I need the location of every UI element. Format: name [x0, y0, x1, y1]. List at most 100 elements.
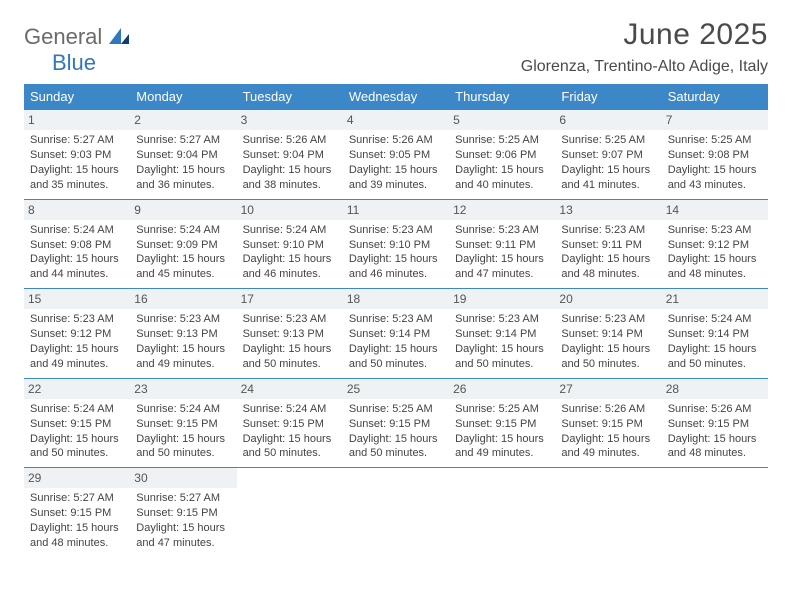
daylight-line: Daylight: 15 hours and 41 minutes. [561, 163, 655, 193]
day-number: 8 [24, 200, 130, 220]
logo-text: General Blue [24, 24, 129, 76]
daylight-line: Daylight: 15 hours and 36 minutes. [136, 163, 230, 193]
sunset-line: Sunset: 9:03 PM [30, 148, 124, 163]
sunrise-line: Sunrise: 5:23 AM [455, 312, 549, 327]
daylight-line: Daylight: 15 hours and 49 minutes. [561, 432, 655, 462]
calendar-day-cell: 28Sunrise: 5:26 AMSunset: 9:15 PMDayligh… [662, 378, 768, 468]
calendar-table: SundayMondayTuesdayWednesdayThursdayFrid… [24, 84, 768, 557]
daylight-line: Daylight: 15 hours and 50 minutes. [30, 432, 124, 462]
calendar-day-cell: 9 Sunrise: 5:24 AMSunset: 9:09 PMDaylight… [130, 199, 236, 289]
sunrise-line: Sunrise: 5:24 AM [30, 223, 124, 238]
calendar-day-cell: 25Sunrise: 5:25 AMSunset: 9:15 PMDayligh… [343, 378, 449, 468]
calendar-day-cell: 27Sunrise: 5:26 AMSunset: 9:15 PMDayligh… [555, 378, 661, 468]
sunset-line: Sunset: 9:08 PM [668, 148, 762, 163]
daylight-line: Daylight: 15 hours and 35 minutes. [30, 163, 124, 193]
daylight-line: Daylight: 15 hours and 45 minutes. [136, 252, 230, 282]
sunrise-line: Sunrise: 5:23 AM [455, 223, 549, 238]
day-details: Sunrise: 5:25 AMSunset: 9:07 PMDaylight:… [561, 133, 655, 192]
calendar-day-cell: 19Sunrise: 5:23 AMSunset: 9:14 PMDayligh… [449, 289, 555, 379]
calendar-day-cell: 17Sunrise: 5:23 AMSunset: 9:13 PMDayligh… [237, 289, 343, 379]
sunset-line: Sunset: 9:15 PM [349, 417, 443, 432]
daylight-line: Daylight: 15 hours and 47 minutes. [455, 252, 549, 282]
logo-word1: General [24, 24, 102, 49]
calendar-day-cell: 11Sunrise: 5:23 AMSunset: 9:10 PMDayligh… [343, 199, 449, 289]
daylight-line: Daylight: 15 hours and 49 minutes. [30, 342, 124, 372]
calendar-day-cell: 29Sunrise: 5:27 AMSunset: 9:15 PMDayligh… [24, 468, 130, 557]
sunset-line: Sunset: 9:15 PM [30, 506, 124, 521]
day-details: Sunrise: 5:25 AMSunset: 9:15 PMDaylight:… [455, 402, 549, 461]
logo: General Blue [24, 24, 129, 76]
day-number: 27 [555, 379, 661, 399]
day-details: Sunrise: 5:25 AMSunset: 9:15 PMDaylight:… [349, 402, 443, 461]
sunrise-line: Sunrise: 5:24 AM [136, 223, 230, 238]
calendar-day-cell: 1Sunrise: 5:27 AMSunset: 9:03 PMDaylight… [24, 110, 130, 200]
sunrise-line: Sunrise: 5:23 AM [349, 223, 443, 238]
calendar-week: 22Sunrise: 5:24 AMSunset: 9:15 PMDayligh… [24, 378, 768, 468]
sunset-line: Sunset: 9:05 PM [349, 148, 443, 163]
sunrise-line: Sunrise: 5:25 AM [455, 402, 549, 417]
calendar-empty-cell [555, 468, 661, 557]
day-details: Sunrise: 5:27 AMSunset: 9:15 PMDaylight:… [136, 491, 230, 550]
day-details: Sunrise: 5:24 AMSunset: 9:15 PMDaylight:… [30, 402, 124, 461]
sunset-line: Sunset: 9:15 PM [455, 417, 549, 432]
sunrise-line: Sunrise: 5:23 AM [30, 312, 124, 327]
weekday-header: Wednesday [343, 84, 449, 110]
daylight-line: Daylight: 15 hours and 38 minutes. [243, 163, 337, 193]
day-number: 19 [449, 289, 555, 309]
calendar-day-cell: 20 Sunrise: 5:23 AMSunset: 9:14 PMDayligh… [555, 289, 661, 379]
calendar-day-cell: 2Sunrise: 5:27 AMSunset: 9:04 PMDaylight… [130, 110, 236, 200]
day-details: Sunrise: 5:26 AMSunset: 9:15 PMDaylight:… [668, 402, 762, 461]
day-details: Sunrise: 5:26 AMSunset: 9:05 PMDaylight:… [349, 133, 443, 192]
daylight-line: Daylight: 15 hours and 50 minutes. [668, 342, 762, 372]
sunrise-line: Sunrise: 5:25 AM [349, 402, 443, 417]
sunset-line: Sunset: 9:04 PM [243, 148, 337, 163]
calendar-day-cell: 12Sunrise: 5:23 AMSunset: 9:11 PMDayligh… [449, 199, 555, 289]
day-number: 21 [662, 289, 768, 309]
day-number: 20 [555, 289, 661, 309]
day-number: 9 [130, 200, 236, 220]
day-details: Sunrise: 5:23 AMSunset: 9:13 PMDaylight:… [243, 312, 337, 371]
sunset-line: Sunset: 9:14 PM [561, 327, 655, 342]
daylight-line: Daylight: 15 hours and 49 minutes. [136, 342, 230, 372]
day-number: 13 [555, 200, 661, 220]
sunrise-line: Sunrise: 5:25 AM [455, 133, 549, 148]
daylight-line: Daylight: 15 hours and 46 minutes. [349, 252, 443, 282]
calendar-week: 1Sunrise: 5:27 AMSunset: 9:03 PMDaylight… [24, 110, 768, 200]
day-number: 14 [662, 200, 768, 220]
calendar-day-cell: 26Sunrise: 5:25 AMSunset: 9:15 PMDayligh… [449, 378, 555, 468]
calendar-day-cell: 5Sunrise: 5:25 AMSunset: 9:06 PMDaylight… [449, 110, 555, 200]
calendar-empty-cell [343, 468, 449, 557]
day-details: Sunrise: 5:23 AMSunset: 9:14 PMDaylight:… [561, 312, 655, 371]
sunset-line: Sunset: 9:12 PM [668, 238, 762, 253]
calendar-day-cell: 4Sunrise: 5:26 AMSunset: 9:05 PMDaylight… [343, 110, 449, 200]
sunset-line: Sunset: 9:13 PM [136, 327, 230, 342]
header: General Blue June 2025 Glorenza, Trentin… [24, 18, 768, 76]
day-details: Sunrise: 5:23 AMSunset: 9:12 PMDaylight:… [668, 223, 762, 282]
day-number: 18 [343, 289, 449, 309]
daylight-line: Daylight: 15 hours and 50 minutes. [243, 432, 337, 462]
calendar-week: 29Sunrise: 5:27 AMSunset: 9:15 PMDayligh… [24, 468, 768, 557]
sunset-line: Sunset: 9:15 PM [668, 417, 762, 432]
day-details: Sunrise: 5:24 AMSunset: 9:15 PMDaylight:… [136, 402, 230, 461]
daylight-line: Daylight: 15 hours and 48 minutes. [561, 252, 655, 282]
sunrise-line: Sunrise: 5:23 AM [668, 223, 762, 238]
day-details: Sunrise: 5:24 AMSunset: 9:15 PMDaylight:… [243, 402, 337, 461]
day-details: Sunrise: 5:24 AMSunset: 9:09 PMDaylight:… [136, 223, 230, 282]
weekday-header: Sunday [24, 84, 130, 110]
day-number: 1 [24, 110, 130, 130]
calendar-day-cell: 23Sunrise: 5:24 AMSunset: 9:15 PMDayligh… [130, 378, 236, 468]
daylight-line: Daylight: 15 hours and 43 minutes. [668, 163, 762, 193]
page: General Blue June 2025 Glorenza, Trentin… [0, 0, 792, 557]
day-number: 24 [237, 379, 343, 399]
sunset-line: Sunset: 9:04 PM [136, 148, 230, 163]
daylight-line: Daylight: 15 hours and 50 minutes. [349, 432, 443, 462]
day-details: Sunrise: 5:23 AMSunset: 9:11 PMDaylight:… [455, 223, 549, 282]
day-details: Sunrise: 5:23 AMSunset: 9:10 PMDaylight:… [349, 223, 443, 282]
sunrise-line: Sunrise: 5:24 AM [668, 312, 762, 327]
sunset-line: Sunset: 9:11 PM [455, 238, 549, 253]
calendar-day-cell: 15Sunrise: 5:23 AMSunset: 9:12 PMDayligh… [24, 289, 130, 379]
sunrise-line: Sunrise: 5:26 AM [349, 133, 443, 148]
sunset-line: Sunset: 9:08 PM [30, 238, 124, 253]
daylight-line: Daylight: 15 hours and 48 minutes. [668, 252, 762, 282]
sunset-line: Sunset: 9:10 PM [243, 238, 337, 253]
